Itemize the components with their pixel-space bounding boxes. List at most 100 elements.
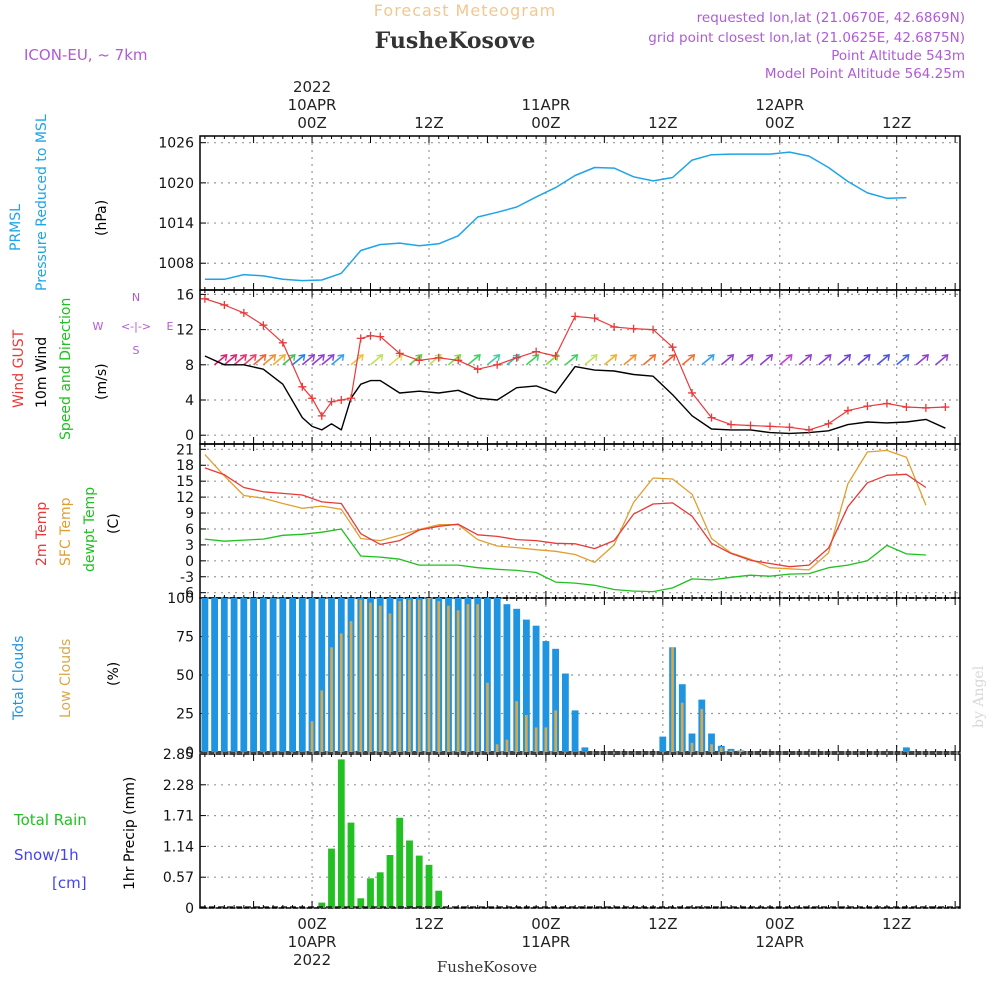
- wind-arrow: [321, 353, 335, 366]
- wind-arrow: [584, 353, 598, 366]
- total-cloud-bar: [279, 598, 287, 752]
- total-cloud-bar: [298, 598, 306, 752]
- wind-arrow-head: [298, 353, 306, 361]
- bottom-time-label: 11APR: [521, 933, 570, 951]
- low-cloud-bar: [544, 727, 548, 752]
- precip-series: Total Rain Snow/1h [cm] 1hr Precip (mm): [13, 759, 960, 908]
- low-cloud-bar: [710, 744, 713, 752]
- y-tick-label: 15: [176, 474, 194, 490]
- credit: by Angel: [971, 665, 987, 728]
- point-altitude: Point Altitude 543m: [831, 48, 965, 64]
- direction-label: Speed and Direction: [58, 298, 74, 440]
- wind-arrow: [525, 353, 540, 366]
- wind-arrow-shaft: [603, 354, 617, 366]
- wind-arrow-shaft: [370, 354, 384, 366]
- wind-gust-point: [366, 331, 375, 340]
- wind-arrow-shaft: [243, 354, 257, 366]
- low-cloud-bar: [476, 604, 479, 752]
- wind-arrow-shaft: [740, 354, 754, 366]
- wind-gust-point: [746, 421, 755, 430]
- low-cloud-bar: [417, 599, 421, 752]
- wind-arrow: [779, 353, 793, 366]
- wind-arrow-shaft: [779, 354, 793, 366]
- rain-bar: [347, 822, 355, 908]
- wind-arrow: [876, 353, 891, 366]
- wind-arrow: [262, 353, 277, 366]
- pressure-label-1: PRMSL: [8, 204, 24, 251]
- wind-gust-point: [551, 352, 560, 360]
- panel-1: 0 4 8 12 16: [176, 287, 961, 445]
- cloud-series: Total Clouds Low Clouds (%): [11, 598, 910, 752]
- bottom-time-label: 00Z: [297, 915, 326, 933]
- y-tick-label: 0: [185, 428, 194, 444]
- bottom-time-label: 10APR: [288, 933, 337, 951]
- wind-arrow-head: [590, 353, 598, 361]
- wind-gust-point: [434, 353, 443, 362]
- compass-w: W: [93, 320, 104, 333]
- low-cloud-bar: [554, 710, 557, 752]
- total-cloud-bar: [269, 598, 277, 752]
- wind-arrow-head: [249, 353, 257, 361]
- low-cloud-bar: [310, 721, 314, 752]
- wind-arrow-head: [278, 353, 286, 361]
- wind-arrow-head: [308, 353, 316, 361]
- y-tick-label: 50: [176, 668, 194, 684]
- rain-bar: [337, 759, 345, 908]
- wind-gust-point: [493, 360, 502, 369]
- low-cloud-bar: [505, 739, 509, 752]
- wind-arrow-head: [610, 353, 618, 361]
- wind-arrow: [720, 353, 735, 366]
- compass-e: E: [167, 320, 174, 333]
- wind-arrow-head: [571, 353, 579, 361]
- wind-gust-point: [902, 403, 911, 412]
- wind-gust-point: [239, 308, 248, 317]
- wind-gust-point: [376, 332, 385, 341]
- wind-gust-point: [882, 399, 891, 408]
- wind-arrow-shaft: [623, 354, 637, 366]
- low-cloud-bar: [388, 613, 392, 752]
- low-cloud-bar: [330, 647, 333, 752]
- wind-gust-point: [804, 425, 813, 434]
- wind-series: Wind GUST 10m Wind Speed and Direction (m/s…: [11, 291, 950, 440]
- rain-bar: [318, 902, 326, 908]
- total-cloud-bar: [523, 619, 530, 752]
- wind-arrow-head: [376, 353, 384, 361]
- wind-gust-point: [454, 356, 463, 365]
- y-tick-label: 2.28: [163, 778, 194, 794]
- y-tick-label: 1.71: [163, 809, 194, 825]
- low-cloud-bar: [466, 604, 470, 752]
- total-cloud-bar: [513, 608, 521, 752]
- dewpt-label: dewpt Temp: [82, 487, 98, 572]
- y-tick-label: 8: [185, 358, 194, 374]
- wind-arrow: [214, 353, 228, 366]
- low-cloud-bar: [700, 708, 704, 752]
- wind-arrow: [282, 353, 296, 366]
- wind-unit: (m/s): [94, 363, 110, 400]
- wind-arrow-head: [863, 353, 871, 361]
- total-cloud-bar: [659, 736, 667, 752]
- wind-arrow-shaft: [564, 354, 578, 366]
- low-cloud-bar: [486, 682, 489, 752]
- wind-arrow-shaft: [321, 354, 335, 366]
- total-cloud-bar: [484, 598, 491, 752]
- wind-arrow-shaft: [935, 354, 949, 366]
- top-time-label: 12APR: [755, 96, 804, 114]
- wind-arrow-head: [922, 353, 930, 361]
- wind-arrow: [370, 353, 384, 366]
- wind-arrow-head: [327, 353, 335, 361]
- wind-label: 10m Wind: [34, 337, 50, 408]
- low-cloud-bar: [339, 633, 343, 752]
- panel-frame: [199, 135, 961, 291]
- rain-bar: [435, 890, 443, 908]
- top-time-label: 10APR: [288, 96, 337, 114]
- total-cloud-bar: [532, 625, 540, 752]
- wind-arrow-head: [454, 353, 462, 361]
- wind-arrow-head: [707, 353, 715, 361]
- wind-arrow-head: [434, 353, 442, 361]
- rain-bar: [328, 848, 335, 908]
- top-time-label: 00Z: [531, 114, 560, 132]
- wind-arrow-head: [415, 353, 423, 361]
- top-time-label: 12Z: [648, 114, 677, 132]
- total-cloud-bar: [201, 598, 209, 752]
